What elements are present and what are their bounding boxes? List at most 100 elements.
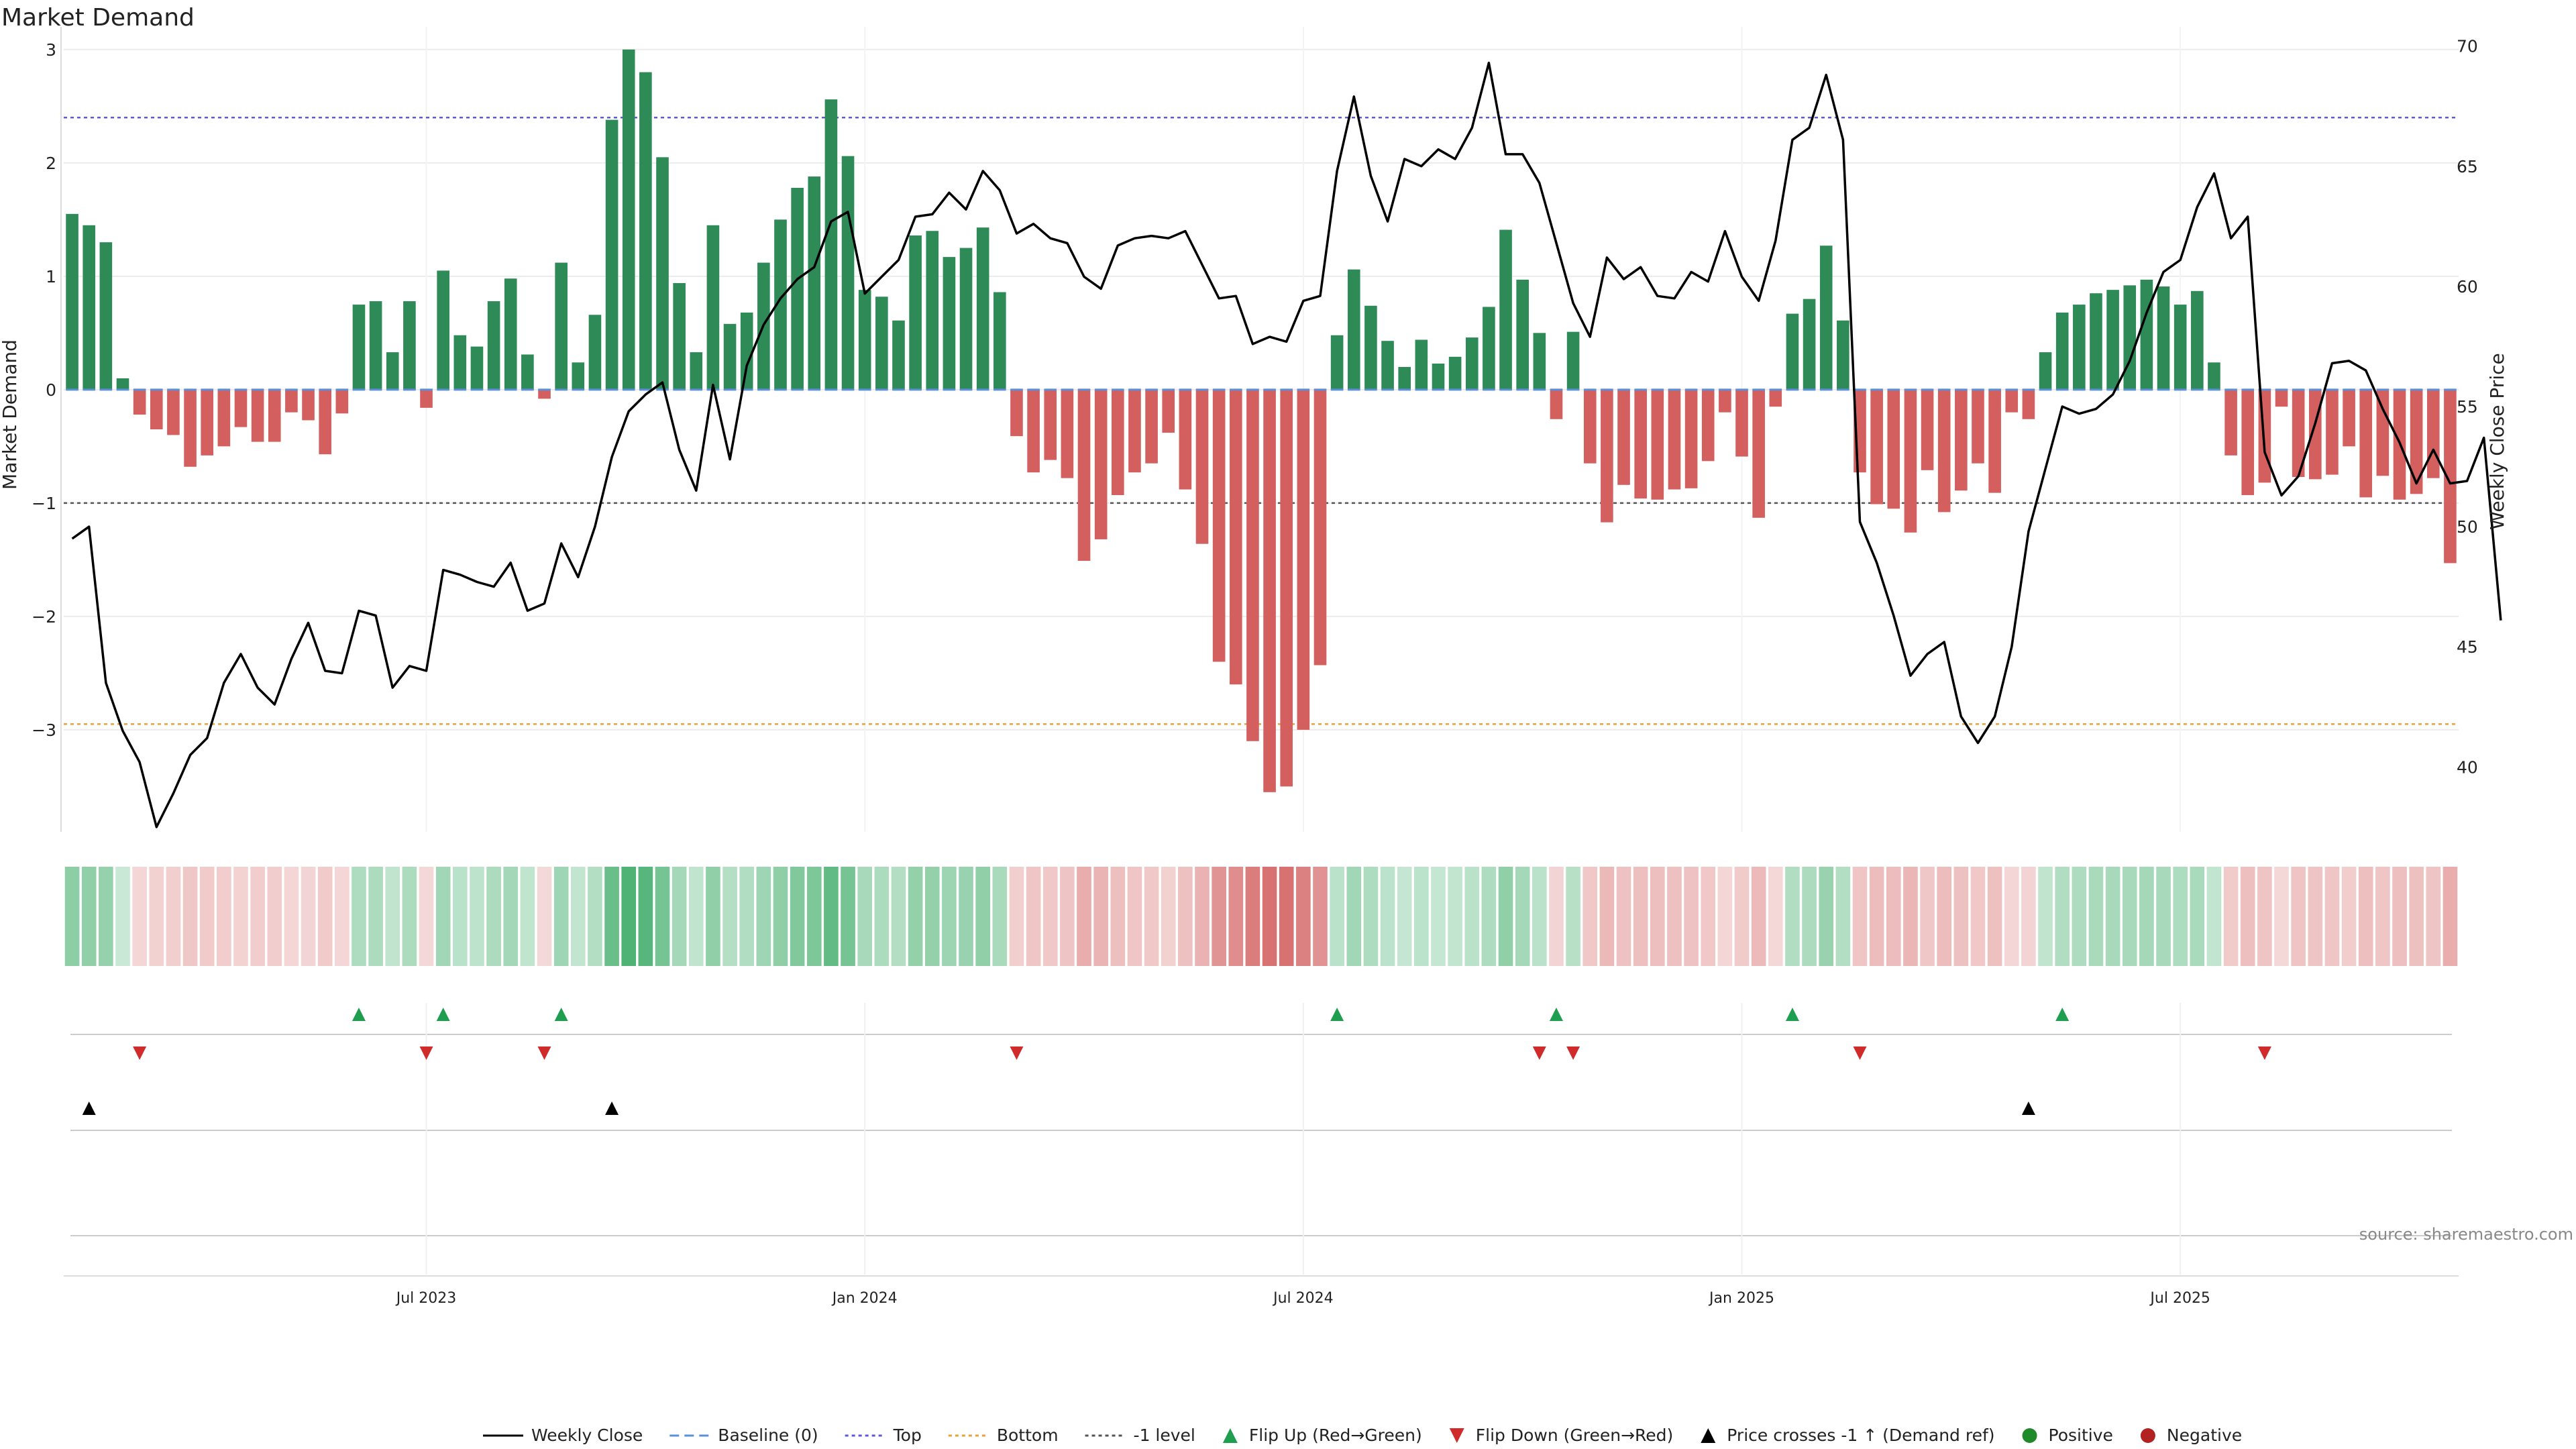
heat-cell [2240, 867, 2255, 966]
heat-cell [352, 867, 366, 966]
flip-down-marker [1566, 1046, 1580, 1060]
legend-label: Negative [2167, 1426, 2242, 1445]
demand-bar [1887, 389, 1900, 509]
heat-cell [722, 867, 737, 966]
legend-label: Positive [2049, 1426, 2113, 1445]
y-tick-label-right: 65 [2457, 157, 2478, 176]
heat-cell [1448, 867, 1462, 966]
y-tick-label-right: 70 [2457, 37, 2478, 56]
heat-cell [570, 867, 586, 966]
heat-cell [267, 867, 282, 966]
y-tick-label-right: 45 [2457, 637, 2478, 657]
x-tick-label: Jan 2024 [831, 1290, 898, 1307]
heat-cell [199, 867, 215, 966]
demand-bar [99, 242, 113, 390]
heat-cell [1060, 867, 1075, 966]
demand-bar [352, 305, 366, 390]
heat-cell [2072, 867, 2087, 966]
y-tick-label-right: 40 [2457, 757, 2478, 777]
demand-bar [605, 119, 619, 390]
demand-bar [1415, 339, 1428, 390]
heat-cell [1279, 867, 1294, 966]
demand-bar [2275, 389, 2288, 407]
demand-bar [302, 389, 315, 421]
demand-bar [572, 362, 585, 390]
heat-cell [959, 867, 973, 966]
heat-cell [2443, 867, 2458, 966]
heat-cell [588, 867, 602, 966]
source-note: source: sharemaestro.com [2359, 1225, 2573, 1244]
demand-bar [133, 389, 146, 415]
heat-cell [655, 867, 670, 966]
heat-cell [1178, 867, 1193, 966]
demand-bar [1583, 389, 1597, 464]
flip-up-marker [1785, 1008, 1799, 1021]
heat-cell [2173, 867, 2188, 966]
y-tick-label: 3 [46, 40, 56, 60]
legend-item-flip_down: Flip Down (Green→Red) [1449, 1426, 1674, 1445]
heat-cell [1582, 867, 1598, 966]
y-axis-label-right: Weekly Close Price [2486, 353, 2508, 529]
heat-cell [2038, 867, 2053, 966]
heat-cell [739, 867, 755, 966]
demand-bar [1601, 389, 1613, 523]
y-tick-label-right: 60 [2457, 277, 2478, 297]
demand-bar [1246, 389, 1259, 741]
heat-cell [435, 867, 451, 966]
heat-cell [1987, 867, 2002, 966]
demand-bar [1972, 389, 1984, 464]
demand-bar [217, 389, 231, 447]
demand-bar [2343, 389, 2355, 447]
heat-cell [1363, 867, 1379, 966]
demand-bar [2292, 389, 2305, 477]
heat-cell [1077, 867, 1091, 966]
demand-bar [1719, 389, 1731, 413]
flip-up-marker [554, 1008, 568, 1021]
heat-cell [857, 867, 873, 966]
flip-down-marker [1532, 1046, 1546, 1060]
heat-cell [1296, 867, 1311, 966]
demand-bar [1465, 337, 1479, 390]
heat-cell [233, 867, 248, 966]
legend-label: Baseline (0) [718, 1426, 818, 1445]
heat-cell [2190, 867, 2205, 966]
price-line-layer [71, 61, 2502, 828]
heat-cell [1549, 867, 1564, 966]
demand-bar [1432, 363, 1445, 390]
demand-bar [1044, 389, 1057, 460]
heat-cell [1245, 867, 1260, 966]
demand-bar [1634, 389, 1647, 499]
demand-bar [2174, 305, 2187, 390]
demand-bar [976, 227, 989, 390]
legend-label: Bottom [997, 1426, 1059, 1445]
heat-cell [790, 867, 805, 966]
y-tick-label: 2 [46, 154, 56, 173]
heat-cell [2088, 867, 2104, 966]
heat-cell [520, 867, 535, 966]
demand-bar [1077, 389, 1091, 561]
heat-cell [1414, 867, 1429, 966]
demand-bar [1364, 305, 1377, 390]
heat-cell [166, 867, 181, 966]
triangle-down-icon [1449, 1428, 1464, 1443]
heat-cell [537, 867, 552, 966]
heat-cell [368, 867, 383, 966]
heat-cell [1701, 867, 1716, 966]
demand-bar [808, 176, 821, 390]
heat-cell [706, 867, 720, 966]
heat-cell [64, 867, 80, 966]
heat-cell [942, 867, 957, 966]
legend-label: Flip Down (Green→Red) [1476, 1426, 1674, 1445]
demand-bar [943, 257, 956, 390]
demand-bar [824, 99, 838, 390]
demand-bar [1229, 389, 1242, 685]
heat-cell [1228, 867, 1244, 966]
demand-bar [2326, 389, 2339, 475]
heat-cell [1093, 867, 1108, 966]
signal-panels [70, 1003, 2452, 1275]
heat-cell [553, 867, 569, 966]
price-cross-marker [82, 1102, 96, 1115]
flip-down-marker [1853, 1046, 1867, 1060]
demand-bar [2022, 389, 2035, 419]
demand-bar [234, 389, 248, 427]
